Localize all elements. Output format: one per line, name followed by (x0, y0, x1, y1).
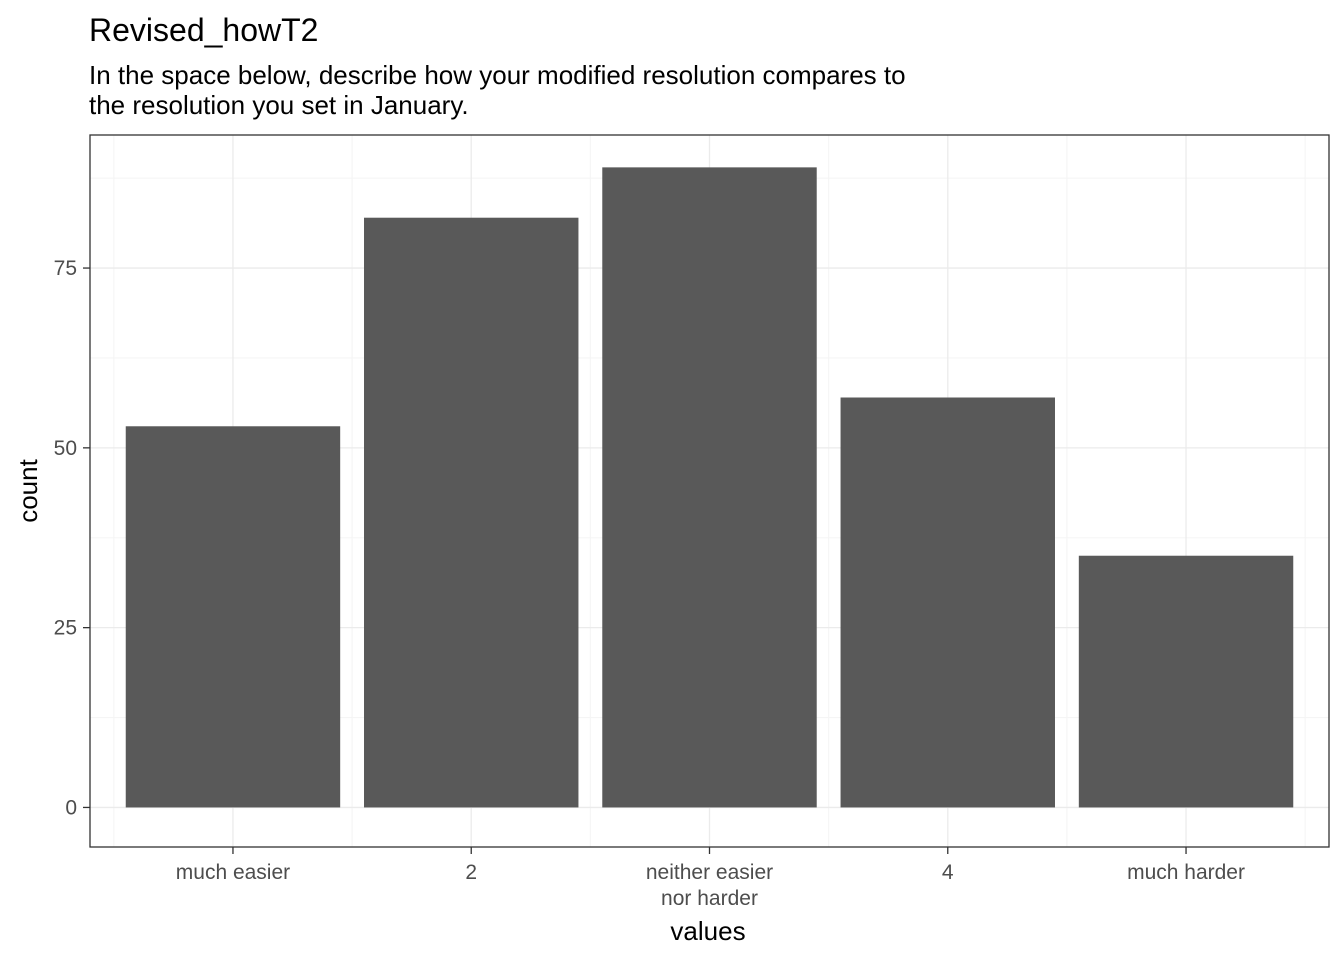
chart-subtitle-line-1: In the space below, describe how your mo… (89, 60, 906, 90)
bars (125, 167, 1294, 808)
x-tick-label-line: much harder (1127, 861, 1245, 884)
y-tick-label: 0 (65, 796, 77, 819)
bar-2 (602, 167, 817, 808)
x-tick-label: much easier (176, 861, 290, 884)
bar-3 (840, 397, 1055, 808)
y-tick-label: 25 (54, 617, 77, 640)
y-tick-label: 50 (54, 437, 77, 460)
x-tick-label: 4 (942, 861, 954, 884)
x-tick-label: neither easier nor harder (646, 861, 773, 910)
x-tick-label-line: 4 (942, 861, 954, 884)
bar-0 (125, 426, 341, 808)
x-axis: much easier 2 neither easier nor harder 4 muc… (176, 847, 1245, 910)
x-tick-label-line: 2 (465, 861, 477, 884)
x-tick-label-line: much easier (176, 861, 290, 884)
x-tick-label-line: nor harder (661, 887, 758, 910)
bar-4 (1078, 555, 1294, 808)
x-tick-label: much harder (1127, 861, 1245, 884)
x-tick-label-line: neither easier (646, 861, 773, 884)
chart-title: Revised_howT2 (89, 12, 318, 48)
x-axis-title: values (670, 916, 745, 946)
chart-subtitle-line-2: the resolution you set in January. (89, 90, 469, 120)
y-axis-title: count (13, 458, 43, 522)
y-tick-label: 75 (54, 257, 77, 280)
x-tick-label: 2 (465, 861, 477, 884)
y-axis: 0 25 50 75 (54, 257, 90, 819)
bar-1 (364, 217, 579, 808)
